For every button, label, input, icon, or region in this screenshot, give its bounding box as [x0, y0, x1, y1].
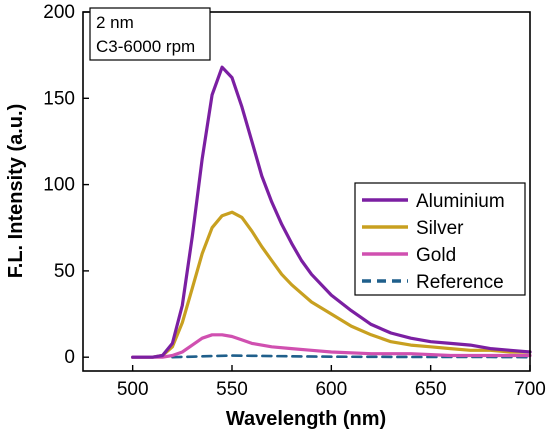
y-tick-label: 100 — [43, 175, 75, 196]
legend-label: Gold — [416, 245, 456, 266]
annotation-line-1: 2 nm — [96, 13, 134, 32]
legend-label: Reference — [416, 272, 504, 293]
y-tick-label: 150 — [43, 88, 75, 109]
y-tick-label: 50 — [54, 261, 75, 282]
annotation-line-2: C3-6000 rpm — [96, 37, 195, 56]
series-layer — [131, 65, 532, 359]
annotation-box: 2 nm C3-6000 rpm — [89, 7, 211, 61]
series-line-silver — [131, 210, 532, 359]
y-tick-label: 0 — [64, 347, 75, 368]
legend-label: Aluminium — [416, 191, 505, 212]
series-line-aluminium — [131, 65, 532, 359]
x-tick-label: 600 — [315, 379, 347, 400]
x-axis-title: Wavelength (nm) — [226, 408, 386, 430]
x-tick-label: 650 — [415, 379, 447, 400]
x-tick-label: 550 — [216, 379, 248, 400]
plot-frame — [82, 11, 531, 372]
y-axis-title: F.L. Intensity (a.u.) — [5, 104, 27, 278]
tick-layer: 500 550 600 650 700 0 50 100 150 200 — [43, 2, 546, 400]
legend: Aluminium Silver Gold Reference — [354, 182, 526, 296]
legend-box — [354, 182, 526, 296]
x-tick-label: 700 — [514, 379, 546, 400]
x-tick-label: 500 — [117, 379, 149, 400]
legend-label: Silver — [416, 218, 464, 239]
series-line-gold — [131, 333, 532, 359]
y-tick-label: 200 — [43, 2, 75, 23]
